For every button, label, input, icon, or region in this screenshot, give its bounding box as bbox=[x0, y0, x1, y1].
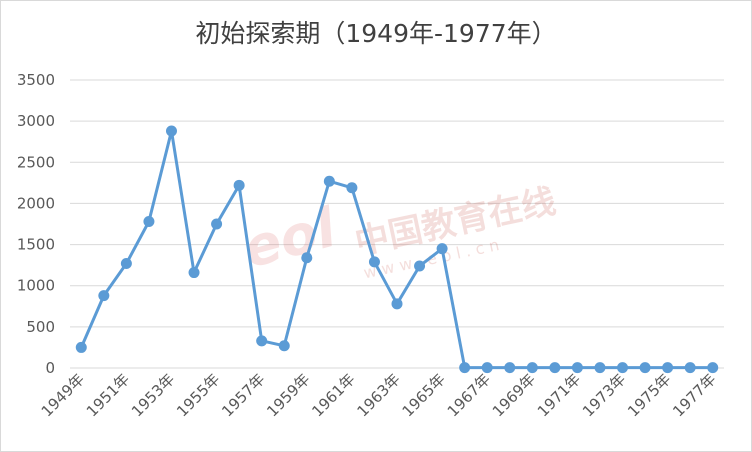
y-tick-label: 3000 bbox=[17, 112, 55, 130]
y-tick-label: 500 bbox=[26, 318, 55, 336]
y-tick-label: 1000 bbox=[17, 277, 55, 295]
x-tick-label: 1975年 bbox=[624, 370, 674, 420]
data-point bbox=[639, 362, 651, 374]
data-point bbox=[256, 335, 268, 347]
data-point bbox=[98, 290, 110, 302]
y-tick-label: 2500 bbox=[17, 153, 55, 171]
x-tick-label: 1949年 bbox=[38, 370, 88, 420]
data-point bbox=[278, 340, 290, 352]
data-point bbox=[391, 298, 403, 310]
x-tick-label: 1951年 bbox=[83, 370, 133, 420]
data-point bbox=[504, 362, 516, 374]
gridlines bbox=[70, 79, 724, 369]
x-tick-label: 1971年 bbox=[534, 370, 584, 420]
data-point bbox=[549, 362, 561, 374]
x-tick-label: 1969年 bbox=[489, 370, 539, 420]
data-point bbox=[75, 341, 87, 353]
data-point bbox=[233, 179, 245, 191]
watermark: eol 中国教育在线 w w w . e o l . c n bbox=[237, 181, 560, 282]
data-point bbox=[211, 218, 223, 230]
series-group bbox=[75, 125, 719, 374]
data-point bbox=[707, 362, 719, 374]
y-axis-ticks: 0 500 1000 1500 2000 2500 3000 3500 bbox=[17, 71, 55, 377]
data-point bbox=[662, 362, 674, 374]
data-point bbox=[436, 243, 448, 255]
data-point bbox=[481, 362, 493, 374]
data-point bbox=[459, 362, 471, 374]
x-tick-label: 1955年 bbox=[173, 370, 223, 420]
data-point bbox=[684, 362, 696, 374]
data-point bbox=[165, 125, 177, 137]
x-tick-label: 1961年 bbox=[308, 370, 358, 420]
x-tick-label: 1963年 bbox=[353, 370, 403, 420]
data-point bbox=[346, 182, 358, 194]
data-point bbox=[617, 362, 629, 374]
x-tick-label: 1953年 bbox=[128, 370, 178, 420]
y-tick-label: 2000 bbox=[17, 194, 55, 212]
watermark-logo: eol bbox=[237, 195, 344, 280]
x-tick-label: 1967年 bbox=[444, 370, 494, 420]
x-axis-ticks: 1949年1951年1953年1955年1957年1959年1961年1963年… bbox=[38, 370, 720, 420]
data-point bbox=[120, 257, 132, 269]
data-point bbox=[368, 256, 380, 268]
x-tick-label: 1957年 bbox=[218, 370, 268, 420]
data-point bbox=[323, 175, 335, 187]
y-tick-label: 0 bbox=[45, 359, 55, 377]
x-tick-label: 1959年 bbox=[263, 370, 313, 420]
chart-title: 初始探索期（1949年-1977年） bbox=[195, 19, 557, 48]
data-point bbox=[301, 252, 313, 264]
x-tick-label: 1973年 bbox=[579, 370, 629, 420]
y-tick-label: 1500 bbox=[17, 236, 55, 254]
x-tick-label: 1977年 bbox=[669, 370, 719, 420]
x-tick-label: 1965年 bbox=[399, 370, 449, 420]
data-point bbox=[414, 260, 426, 272]
data-point bbox=[526, 362, 538, 374]
data-point bbox=[571, 362, 583, 374]
data-point bbox=[143, 216, 155, 228]
y-tick-label: 3500 bbox=[17, 71, 55, 89]
data-point bbox=[594, 362, 606, 374]
data-point bbox=[188, 267, 200, 279]
